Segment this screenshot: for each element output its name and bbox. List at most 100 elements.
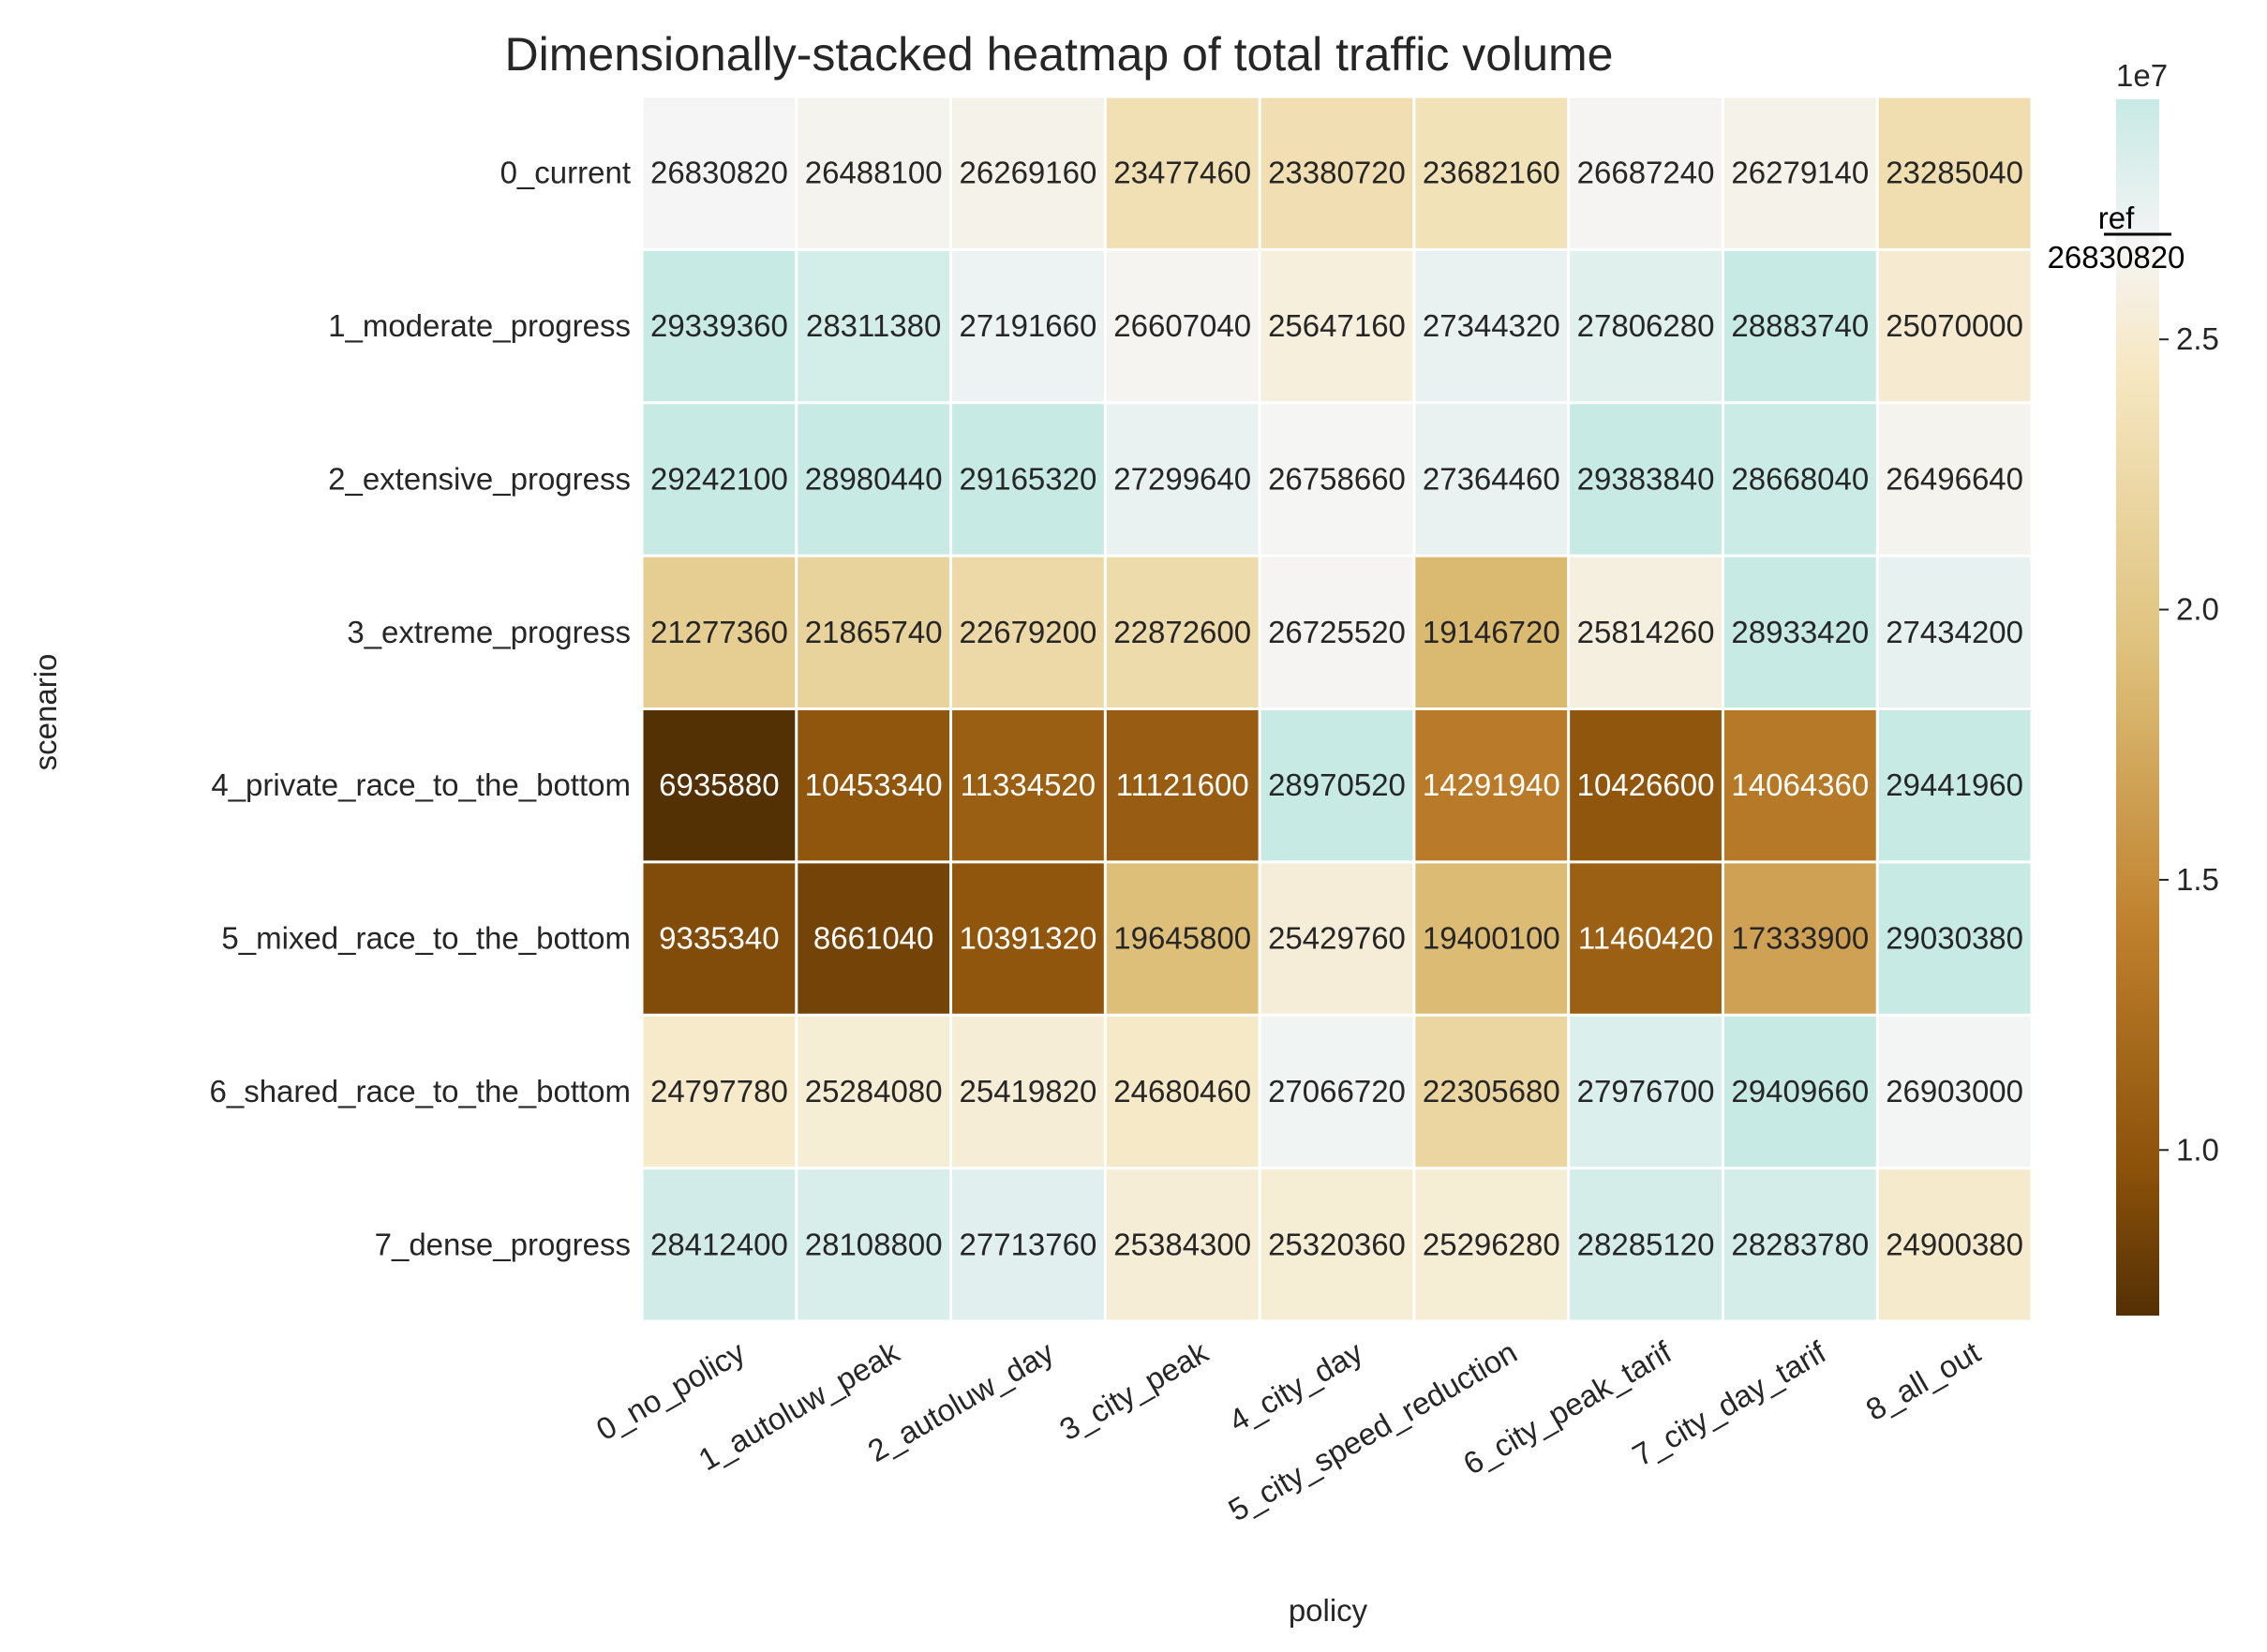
cell-value-label: 29383840 <box>1577 461 1715 496</box>
colorbar-tick-label: 2.5 <box>2176 321 2219 356</box>
cell-value-label: 26279140 <box>1731 156 1869 190</box>
x-tick-label: 5_city_speed_reduction <box>1222 1334 1522 1527</box>
heatmap-cell <box>950 97 1106 250</box>
cell-value-label: 24680460 <box>1113 1074 1251 1109</box>
cell-value-label: 14064360 <box>1731 767 1869 802</box>
heatmap-cell <box>1413 1015 1569 1168</box>
cell-value-label: 28285120 <box>1577 1227 1715 1261</box>
cell-value-label: 25429760 <box>1268 921 1406 956</box>
heatmap-cell <box>1723 861 1878 1016</box>
cell-value-label: 28883740 <box>1731 308 1869 343</box>
heatmap-cell <box>1877 708 2032 862</box>
cell-value-label: 21277360 <box>650 615 788 649</box>
heatmap-cell <box>1260 1015 1414 1168</box>
heatmap-cell <box>1260 1168 1414 1321</box>
heatmap-cell <box>950 1015 1106 1168</box>
cell-value-label: 19645800 <box>1113 921 1251 956</box>
x-tick-labels: 0_no_policy1_autoluw_peak2_autoluw_day3_… <box>590 1334 1986 1528</box>
cell-value-label: 19400100 <box>1423 921 1560 956</box>
cell-value-label: 21865740 <box>805 615 943 649</box>
heatmap-cell <box>796 861 951 1016</box>
colorbar-ticks: 1.0 1.5 2.0 2.5 <box>2159 321 2219 1167</box>
heatmap-cell <box>1105 1168 1260 1321</box>
colorbar: 1.0 1.5 2.0 2.5 1e7 ref 26830820 <box>2048 58 2219 1316</box>
heatmap-cell <box>1568 249 1723 403</box>
heatmap-cell <box>796 249 951 403</box>
y-tick-label: 4_private_race_to_the_bottom <box>211 767 631 802</box>
heatmap-cell <box>1413 708 1569 862</box>
cell-value-label: 10426600 <box>1577 767 1715 802</box>
heatmap-cell <box>1413 1168 1569 1321</box>
heatmap-cell <box>1413 556 1569 709</box>
heatmap-cell <box>1877 861 2032 1016</box>
heatmap-cell <box>1260 402 1414 557</box>
cell-value-label: 27364460 <box>1423 461 1560 496</box>
cell-value-label: 28412400 <box>650 1227 788 1261</box>
y-tick-label: 0_current <box>500 156 631 190</box>
cell-value-label: 26725520 <box>1268 615 1406 649</box>
heatmap-cell <box>1723 1015 1878 1168</box>
heatmap-cell <box>1105 249 1260 403</box>
cell-value-label: 26830820 <box>650 156 788 190</box>
colorbar-tick-label: 2.0 <box>2176 592 2219 627</box>
cell-value-label: 25320360 <box>1268 1227 1406 1261</box>
heatmap-cell <box>796 97 951 250</box>
colorbar-tick-label: 1.0 <box>2176 1132 2219 1167</box>
reference-label: ref <box>2098 201 2135 235</box>
cell-value-label: 26903000 <box>1886 1074 2023 1109</box>
heatmap-cell <box>1260 861 1414 1016</box>
colorbar-tick-label: 1.5 <box>2176 862 2219 897</box>
heatmap-cell <box>950 708 1106 862</box>
heatmap-cell <box>1105 97 1260 250</box>
heatmap-cell <box>642 402 797 557</box>
y-tick-label: 2_extensive_progress <box>328 461 631 496</box>
heatmap-cell-labels: 26830820 26488100 26269160 23477460 23380720… <box>650 156 2023 1262</box>
cell-value-label: 24797780 <box>650 1074 788 1109</box>
heatmap-cell <box>1105 861 1260 1016</box>
cell-value-label: 25384300 <box>1113 1227 1251 1261</box>
heatmap-cell <box>1723 402 1878 557</box>
cell-value-label: 23477460 <box>1113 156 1251 190</box>
cell-value-label: 26496640 <box>1886 461 2023 496</box>
cell-value-label: 10453340 <box>805 767 943 802</box>
colorbar-gradient <box>2116 99 2159 1316</box>
reference-value-label: 26830820 <box>2048 240 2185 275</box>
heatmap-cell <box>1723 708 1878 862</box>
y-tick-label: 6_shared_race_to_the_bottom <box>210 1074 632 1109</box>
cell-value-label: 29165320 <box>960 461 1097 496</box>
heatmap-cells <box>642 97 2032 1321</box>
cell-value-label: 22305680 <box>1423 1074 1560 1109</box>
heatmap-cell <box>1723 97 1878 250</box>
heatmap-cell <box>1105 556 1260 709</box>
y-tick-label: 7_dense_progress <box>375 1227 631 1261</box>
heatmap-cell <box>1568 402 1723 557</box>
cell-value-label: 26758660 <box>1268 461 1406 496</box>
cell-value-label: 14291940 <box>1423 767 1560 802</box>
cell-value-label: 27434200 <box>1886 615 2023 649</box>
x-tick-label: 3_city_peak <box>1053 1334 1214 1447</box>
cell-value-label: 11121600 <box>1116 767 1249 802</box>
heatmap-cell <box>1568 1015 1723 1168</box>
heatmap-cell <box>1568 861 1723 1016</box>
cell-value-label: 29030380 <box>1886 921 2023 956</box>
heatmap-cell <box>796 1015 951 1168</box>
heatmap-cell <box>1877 249 2032 403</box>
cell-value-label: 25070000 <box>1886 308 2023 343</box>
y-tick-labels: 0_current 1_moderate_progress 2_extensive_… <box>210 156 632 1262</box>
y-tick-label: 5_mixed_race_to_the_bottom <box>221 921 631 956</box>
heatmap-cell <box>642 249 797 403</box>
heatmap-cell <box>1877 1015 2032 1168</box>
cell-value-label: 27191660 <box>960 308 1097 343</box>
cell-value-label: 29242100 <box>650 461 788 496</box>
heatmap-cell <box>1413 249 1569 403</box>
heatmap-cell <box>642 1015 797 1168</box>
x-tick-label: 4_city_day <box>1223 1334 1369 1438</box>
cell-value-label: 25419820 <box>960 1074 1097 1109</box>
heatmap-cell <box>1105 1015 1260 1168</box>
cell-value-label: 22679200 <box>960 615 1097 649</box>
heatmap-grid <box>640 95 2034 1323</box>
cell-value-label: 25296280 <box>1423 1227 1560 1261</box>
heatmap-cell <box>1105 708 1260 862</box>
cell-value-label: 26269160 <box>960 156 1097 190</box>
